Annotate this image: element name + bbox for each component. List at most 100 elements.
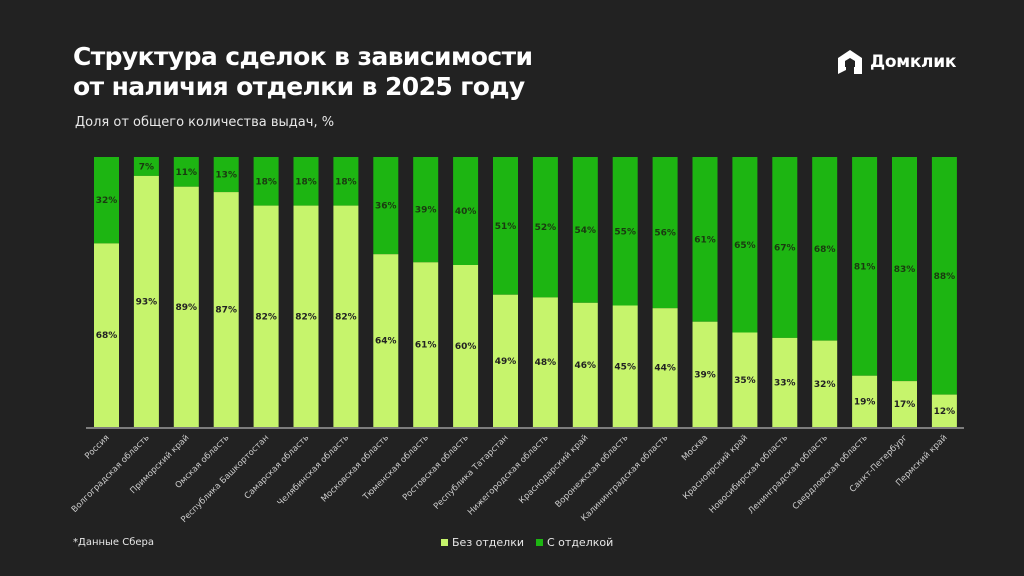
bar-without-finish [772,337,798,427]
footnote: *Данные Сбера [73,537,155,548]
bar-with-finish [173,157,199,187]
bar-without-finish [532,297,558,427]
data-label-with-finish: 18% [335,177,357,187]
x-tick-label: Ростовская область [401,433,471,503]
data-label-with-finish: 51% [495,222,517,232]
data-label-without-finish: 35% [734,376,756,386]
data-label-without-finish: 12% [934,407,956,417]
x-tick-label: Москва [680,433,710,463]
x-tick-label: Челябинская область [276,433,351,508]
legend-item-without-finish: Без отделки [441,536,524,549]
data-label-with-finish: 61% [694,235,716,245]
bar-with-finish [133,157,159,176]
data-label-with-finish: 67% [774,243,796,253]
x-tick-label: Краснодарский край [517,433,590,506]
data-label-with-finish: 39% [415,206,437,216]
data-label-without-finish: 64% [375,337,397,347]
data-label-with-finish: 55% [614,227,636,237]
data-label-with-finish: 40% [455,207,477,217]
data-label-with-finish: 54% [575,226,597,236]
bar-without-finish [173,186,199,427]
domclick-logo: Домклик [836,48,956,76]
data-label-without-finish: 46% [575,361,597,371]
x-tick-label: Свердловская область [791,433,870,512]
bar-with-finish [692,157,718,322]
data-label-with-finish: 7% [139,162,154,172]
bar-with-finish [852,157,878,376]
bar-without-finish [453,265,479,427]
x-tick-label: Московская область [319,433,390,504]
data-label-without-finish: 93% [136,297,158,307]
bar-without-finish [852,375,878,427]
bar-without-finish [692,321,718,427]
data-label-with-finish: 88% [934,272,956,282]
data-label-with-finish: 83% [894,265,916,275]
bar-with-finish [413,157,439,263]
data-label-with-finish: 81% [854,262,876,272]
title-line-1: Структура сделок в зависимости [73,42,533,71]
data-label-without-finish: 32% [814,380,836,390]
bar-without-finish [931,394,957,427]
bar-without-finish [253,205,279,427]
data-label-with-finish: 32% [96,196,118,206]
data-label-with-finish: 52% [535,223,557,233]
legend-label: С отделкой [547,536,614,549]
bar-without-finish [732,332,758,427]
x-tick-label: Россия [83,433,112,462]
data-label-without-finish: 60% [455,342,477,352]
data-label-without-finish: 89% [176,303,198,313]
data-label-without-finish: 33% [774,378,796,388]
bar-with-finish [333,157,359,206]
bar-with-finish [253,157,279,206]
data-label-with-finish: 68% [814,245,836,255]
legend-swatch [441,539,448,546]
bar-without-finish [293,205,319,427]
data-label-without-finish: 39% [694,370,716,380]
x-tick-label: Волгоградская область [70,433,152,515]
bar-with-finish [213,157,239,193]
data-label-with-finish: 18% [255,177,277,187]
bar-with-finish [453,157,479,265]
data-label-without-finish: 87% [215,306,237,316]
data-label-with-finish: 56% [654,229,676,239]
bar-without-finish [572,302,598,427]
bar-with-finish [892,157,917,382]
bar-without-finish [812,340,838,427]
legend-label: Без отделки [452,536,524,549]
bar-with-finish [931,157,957,395]
x-tick-label: Новосибирская область [707,433,790,516]
bar-without-finish [333,205,359,427]
bar-without-finish [892,381,917,427]
legend-swatch [536,539,543,546]
house-logo-icon [838,50,862,74]
data-label-without-finish: 82% [255,312,277,322]
bar-without-finish [213,192,239,427]
x-tick-label: Ленинградская область [747,433,830,516]
bar-without-finish [413,262,439,427]
page-title: Структура сделок в зависимости от наличи… [73,42,673,102]
data-label-with-finish: 11% [176,168,198,178]
bar-with-finish [732,157,758,333]
bar-with-finish [293,157,319,206]
data-label-without-finish: 82% [295,312,317,322]
bar-with-finish [373,157,399,255]
bar-with-finish [493,157,518,295]
data-label-without-finish: 49% [495,357,517,367]
data-label-without-finish: 48% [535,358,557,368]
bar-with-finish [772,157,798,338]
logo-text: Домклик [870,52,957,72]
data-label-without-finish: 68% [96,331,118,341]
data-label-with-finish: 18% [295,177,317,187]
x-tick-label: Тюменская область [361,433,431,503]
data-label-without-finish: 45% [614,362,636,372]
chart-subtitle: Доля от общего количества выдач, % [75,115,335,130]
bar-with-finish [812,157,838,341]
data-label-without-finish: 17% [894,400,916,410]
data-label-with-finish: 13% [215,171,237,181]
data-label-without-finish: 82% [335,312,357,322]
data-label-with-finish: 65% [734,241,756,251]
title-line-2: от наличия отделки в 2025 году [73,72,525,101]
data-label-with-finish: 36% [375,202,397,212]
data-label-without-finish: 44% [654,364,676,374]
